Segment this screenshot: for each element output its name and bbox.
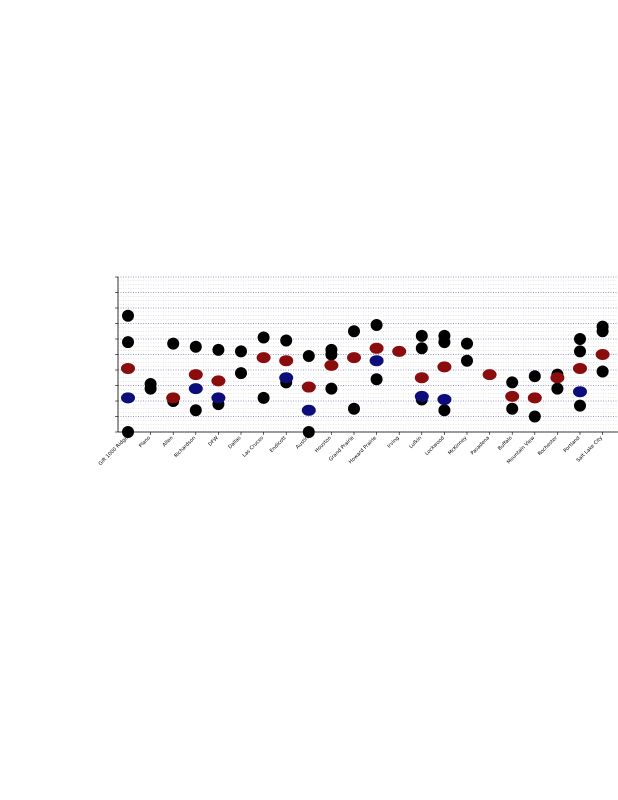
- dot: [573, 386, 587, 398]
- dot: [167, 337, 180, 350]
- dot: [370, 373, 383, 386]
- dot: [482, 369, 497, 381]
- dot: [212, 343, 225, 356]
- dot: [461, 337, 473, 350]
- dot: [414, 372, 429, 384]
- dot: [324, 359, 339, 371]
- dot: [506, 402, 519, 415]
- dot: [121, 392, 135, 404]
- dot: [279, 355, 294, 367]
- dot: [347, 352, 361, 364]
- dot: [528, 370, 541, 383]
- dot: [369, 342, 384, 354]
- dot: [144, 382, 157, 395]
- dot: [551, 382, 564, 395]
- dot: [348, 325, 360, 338]
- dot: [596, 325, 609, 338]
- dot: [211, 375, 226, 387]
- dot: [122, 336, 134, 349]
- dot: [414, 390, 429, 402]
- dot: [595, 349, 610, 360]
- dot: [369, 355, 384, 367]
- dot: [189, 340, 202, 353]
- dot: [302, 426, 315, 438]
- dot: [392, 345, 407, 357]
- dot: [235, 367, 247, 380]
- dot: [574, 399, 586, 412]
- dot: [505, 390, 520, 402]
- dot: [437, 361, 452, 373]
- dot: [596, 365, 609, 378]
- dot: [527, 392, 542, 404]
- dot: [325, 348, 338, 361]
- dot: [235, 345, 247, 358]
- dot: [121, 362, 135, 374]
- dot: [573, 362, 587, 374]
- dot: [122, 426, 134, 438]
- dot: [574, 345, 586, 358]
- dot: [461, 354, 473, 367]
- dot: [166, 392, 181, 404]
- dot: [256, 352, 271, 364]
- dot: [415, 342, 428, 355]
- dot: [348, 402, 360, 415]
- dot: [280, 334, 293, 347]
- dot: [189, 404, 202, 417]
- dot: [506, 376, 519, 389]
- dot: [301, 404, 316, 416]
- dot: [188, 369, 203, 381]
- dot: [574, 333, 586, 345]
- dot: [302, 350, 315, 363]
- dot: [438, 336, 451, 349]
- dot: [415, 329, 428, 342]
- dot: [122, 309, 134, 322]
- dot: [325, 382, 338, 395]
- dot: [437, 393, 452, 405]
- dot: [301, 381, 316, 393]
- dot: [257, 391, 270, 404]
- dot: [550, 372, 565, 384]
- dot: [211, 392, 226, 404]
- dot: [370, 319, 383, 332]
- dot: [438, 404, 451, 417]
- dot: [188, 383, 203, 395]
- dot: [528, 410, 541, 423]
- dot: [279, 372, 294, 384]
- dot: [257, 331, 270, 344]
